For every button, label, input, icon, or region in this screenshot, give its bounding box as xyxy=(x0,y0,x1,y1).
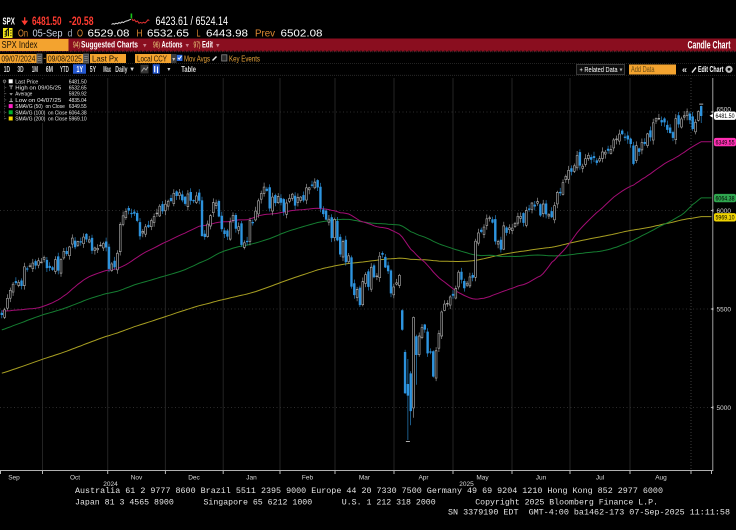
svg-text:▾: ▾ xyxy=(143,42,147,49)
svg-text:▾: ▾ xyxy=(167,67,170,73)
svg-text:1Y: 1Y xyxy=(77,65,84,74)
svg-text:May: May xyxy=(476,475,489,482)
svg-text:6000: 6000 xyxy=(717,208,732,215)
svg-text:6M: 6M xyxy=(46,65,54,74)
svg-text:97): 97) xyxy=(194,40,201,50)
svg-text:09/07/2024: 09/07/2024 xyxy=(1,53,35,63)
svg-text:YTD: YTD xyxy=(60,65,69,74)
svg-text:6500: 6500 xyxy=(717,106,732,113)
svg-text:Suggested Charts: Suggested Charts xyxy=(81,40,138,50)
svg-text:6349.55: 6349.55 xyxy=(716,140,735,147)
svg-text:6529.08: 6529.08 xyxy=(88,29,130,40)
svg-text:+ Related Data: + Related Data xyxy=(580,65,619,74)
svg-text:High on 09/05/25: High on 09/05/25 xyxy=(15,86,61,92)
svg-text:6481.50: 6481.50 xyxy=(69,79,87,85)
svg-text:6064.38: 6064.38 xyxy=(716,196,735,203)
svg-text:5929.92: 5929.92 xyxy=(69,92,87,98)
svg-text:Apr: Apr xyxy=(418,475,429,482)
svg-text:«: « xyxy=(682,64,687,74)
svg-text:Japan 81 3 4565 8900 Sing: Japan 81 3 4565 8900 Singapore 65 6212 1… xyxy=(75,498,658,507)
svg-text:▾: ▾ xyxy=(216,42,220,49)
svg-text:Actions: Actions xyxy=(162,40,183,50)
svg-text:L: L xyxy=(197,29,201,40)
svg-text:3D: 3D xyxy=(17,65,23,74)
svg-text:5969.10: 5969.10 xyxy=(69,117,87,123)
svg-text:▾: ▾ xyxy=(620,68,623,74)
svg-text:5969.10: 5969.10 xyxy=(716,215,735,222)
svg-text:5000: 5000 xyxy=(717,405,732,412)
svg-text:Sep: Sep xyxy=(8,475,20,482)
svg-text:Aug: Aug xyxy=(655,475,667,482)
svg-text:Australia 61 2 9777 8600 Brazi: Australia 61 2 9777 8600 Brazil 5511 239… xyxy=(75,487,663,496)
svg-text:Prev: Prev xyxy=(255,29,275,40)
svg-text:6532.65: 6532.65 xyxy=(147,29,189,40)
svg-text:Mar: Mar xyxy=(359,475,371,482)
svg-text:05-Sep: 05-Sep xyxy=(33,29,63,40)
svg-text:Oct: Oct xyxy=(70,475,80,482)
svg-text:▼: ▼ xyxy=(129,67,135,73)
svg-text:5500: 5500 xyxy=(717,306,732,313)
svg-text:Daily: Daily xyxy=(115,65,128,74)
svg-text:6443.98: 6443.98 xyxy=(206,29,248,40)
svg-text:Jul: Jul xyxy=(596,475,605,482)
svg-text:On: On xyxy=(18,29,28,40)
svg-text:Local CCY: Local CCY xyxy=(137,53,167,63)
svg-text:6064.38: 6064.38 xyxy=(69,110,87,116)
svg-text:Add Data: Add Data xyxy=(631,65,655,74)
svg-text:SMAVG (100) on Close: SMAVG (100) on Close xyxy=(15,110,67,116)
svg-text:-20.58: -20.58 xyxy=(69,16,94,28)
svg-text:SN 3379190 EDT GMT-4:00 ba146: SN 3379190 EDT GMT-4:00 ba1462-173 07-Se… xyxy=(448,509,730,518)
svg-text:Last Px: Last Px xyxy=(92,53,119,63)
svg-text:Nov: Nov xyxy=(131,475,143,482)
svg-text:d: d xyxy=(68,29,73,40)
svg-text:1D: 1D xyxy=(4,65,10,74)
svg-text:H: H xyxy=(137,29,143,40)
svg-text:Jun: Jun xyxy=(536,475,547,482)
svg-text:2024: 2024 xyxy=(103,481,118,488)
svg-text:Jan: Jan xyxy=(246,475,257,482)
svg-text:Dec: Dec xyxy=(188,475,200,482)
svg-text:6532.65: 6532.65 xyxy=(69,86,87,92)
svg-text:▾: ▾ xyxy=(186,42,190,49)
svg-text:Feb: Feb xyxy=(302,475,314,482)
svg-text:Table: Table xyxy=(181,65,196,74)
svg-text:2025: 2025 xyxy=(459,481,474,488)
svg-text:SMAVG (50) on Close: SMAVG (50) on Close xyxy=(15,104,65,110)
svg-text:Low on 04/07/25: Low on 04/07/25 xyxy=(15,98,61,104)
svg-text:SPX: SPX xyxy=(3,16,15,28)
svg-text:SPX Index: SPX Index xyxy=(2,40,38,51)
svg-text:Last Price: Last Price xyxy=(15,79,38,85)
svg-text:Candle Chart: Candle Chart xyxy=(688,40,731,52)
svg-text:6502.08: 6502.08 xyxy=(281,29,323,40)
svg-text:4835.04: 4835.04 xyxy=(69,98,87,104)
svg-text:▾: ▾ xyxy=(172,57,175,63)
svg-text:Edit Chart: Edit Chart xyxy=(698,65,724,74)
svg-text:Max: Max xyxy=(103,65,111,74)
svg-text:SMAVG (200) on Close: SMAVG (200) on Close xyxy=(15,117,67,123)
svg-text:6481.50: 6481.50 xyxy=(32,16,62,28)
svg-text:O: O xyxy=(77,29,83,40)
svg-text:5Y: 5Y xyxy=(90,65,97,74)
svg-text:6349.55: 6349.55 xyxy=(69,104,87,110)
svg-text:1M: 1M xyxy=(32,65,38,74)
svg-text:6481.50: 6481.50 xyxy=(716,113,735,120)
svg-text:Edit: Edit xyxy=(202,40,213,50)
svg-text:94): 94) xyxy=(73,40,80,50)
svg-text:96): 96) xyxy=(153,40,160,50)
svg-text:09/08/2025: 09/08/2025 xyxy=(48,53,82,63)
svg-text:-: - xyxy=(43,53,46,63)
svg-text:Key Events: Key Events xyxy=(229,53,260,63)
svg-text:Mov Avgs: Mov Avgs xyxy=(184,53,210,63)
svg-text:6423.61 / 6524.14: 6423.61 / 6524.14 xyxy=(156,16,229,28)
svg-text:Average: Average xyxy=(15,92,32,98)
